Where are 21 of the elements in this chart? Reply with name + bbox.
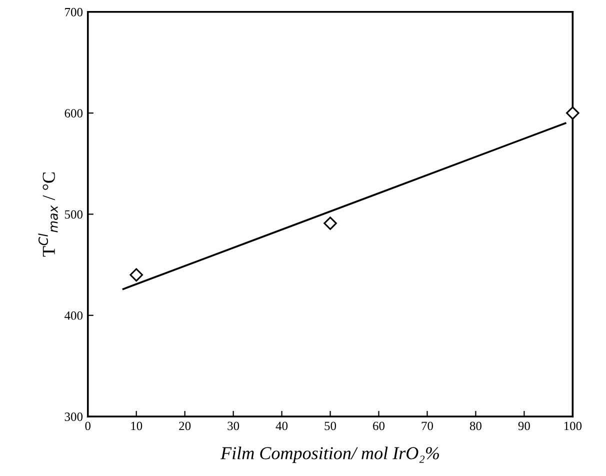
x-axis-title: Film Composition/ mol IrO₂% bbox=[220, 446, 439, 463]
x-tick-label: 70 bbox=[422, 422, 434, 430]
point bbox=[130, 268, 144, 282]
y-tick-label: 600 bbox=[64, 109, 83, 118]
y-tick-label: 300 bbox=[64, 412, 83, 421]
x-tick-label: 50 bbox=[324, 422, 336, 430]
point bbox=[566, 106, 580, 120]
y-tick-label: 400 bbox=[64, 311, 83, 320]
x-tick-label: 10 bbox=[131, 422, 142, 430]
y-tick-label: 500 bbox=[64, 210, 83, 219]
x-tick-label: 40 bbox=[276, 422, 288, 430]
y-axis-title: T$^{Cl}$$_{max}$ / °C bbox=[38, 172, 58, 257]
x-tick-label: 60 bbox=[373, 422, 385, 430]
y-tick-label: 700 bbox=[65, 8, 83, 16]
point bbox=[324, 216, 337, 230]
x-tick-label: 100 bbox=[564, 422, 582, 430]
x-tick-label: 90 bbox=[518, 422, 530, 430]
x-tick-label: 20 bbox=[179, 422, 191, 430]
x-tick-label: 30 bbox=[228, 422, 240, 430]
x-tick-label: 0 bbox=[85, 422, 91, 430]
x-tick-label: 80 bbox=[470, 422, 482, 430]
